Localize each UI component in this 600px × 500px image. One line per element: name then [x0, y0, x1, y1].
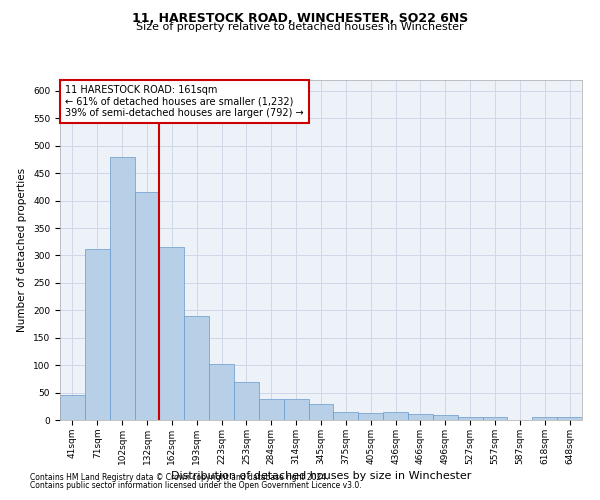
Bar	[458, 418, 482, 420]
Bar	[209, 364, 234, 420]
Text: 11, HARESTOCK ROAD, WINCHESTER, SO22 6NS: 11, HARESTOCK ROAD, WINCHESTER, SO22 6NS	[132, 12, 468, 26]
Bar	[184, 316, 209, 420]
Text: Size of property relative to detached houses in Winchester: Size of property relative to detached ho…	[136, 22, 464, 32]
Bar	[482, 418, 508, 420]
Bar	[234, 382, 259, 420]
Bar	[134, 192, 160, 420]
Bar	[433, 414, 458, 420]
Bar	[408, 414, 433, 420]
Text: Contains HM Land Registry data © Crown copyright and database right 2024.: Contains HM Land Registry data © Crown c…	[30, 472, 329, 482]
Bar	[160, 248, 184, 420]
Bar	[110, 157, 134, 420]
Bar	[284, 399, 308, 420]
Text: Contains public sector information licensed under the Open Government Licence v3: Contains public sector information licen…	[30, 481, 362, 490]
Bar	[60, 395, 85, 420]
Y-axis label: Number of detached properties: Number of detached properties	[17, 168, 28, 332]
Bar	[383, 412, 408, 420]
Bar	[532, 418, 557, 420]
Bar	[85, 250, 110, 420]
Bar	[358, 413, 383, 420]
Bar	[334, 412, 358, 420]
X-axis label: Distribution of detached houses by size in Winchester: Distribution of detached houses by size …	[171, 471, 471, 481]
Bar	[308, 404, 334, 420]
Text: 11 HARESTOCK ROAD: 161sqm
← 61% of detached houses are smaller (1,232)
39% of se: 11 HARESTOCK ROAD: 161sqm ← 61% of detac…	[65, 85, 304, 118]
Bar	[557, 418, 582, 420]
Bar	[259, 399, 284, 420]
